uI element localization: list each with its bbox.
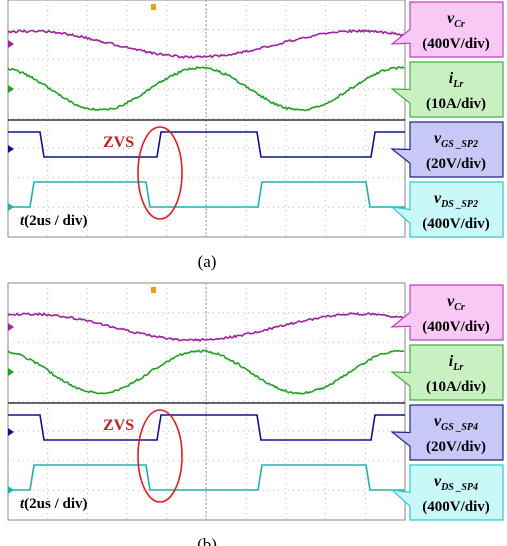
- time-scale: t(2us / div): [20, 213, 88, 229]
- label-scale: (400V/div): [422, 216, 490, 232]
- subscript: Lr: [452, 79, 463, 90]
- subscript: Cr: [454, 19, 465, 30]
- subscript: Lr: [452, 362, 463, 373]
- label-scale: (20V/div): [426, 156, 486, 172]
- caption: (a): [198, 252, 217, 271]
- time-scale-text: (2us / div): [24, 213, 87, 229]
- panel: ZVSt(2us / div)vCr(400V/div)iLr(10A/div)…: [8, 0, 503, 271]
- subscript: DS _SP2: [440, 199, 478, 210]
- trigger-marker: [151, 287, 156, 293]
- figure: ZVSt(2us / div)vCr(400V/div)iLr(10A/div)…: [0, 0, 507, 546]
- label-scale: (10A/div): [426, 379, 486, 395]
- panel: ZVSt(2us / div)vCr(400V/div)iLr(10A/div)…: [8, 283, 503, 546]
- zvs-label: ZVS: [103, 417, 134, 434]
- label-scale: (400V/div): [422, 36, 490, 52]
- label-scale: (10A/div): [426, 96, 486, 112]
- label-scale: (20V/div): [426, 439, 486, 455]
- subscript: DS _SP4: [440, 482, 478, 493]
- zvs-label: ZVS: [103, 134, 134, 151]
- subscript: GS _SP2: [441, 139, 478, 150]
- label-scale: (400V/div): [422, 499, 490, 515]
- subscript: Cr: [454, 302, 465, 313]
- trigger-marker: [151, 4, 156, 10]
- caption: (b): [197, 535, 217, 546]
- time-scale-text: (2us / div): [24, 496, 87, 512]
- subscript: GS _SP4: [441, 422, 478, 433]
- time-scale: t(2us / div): [20, 496, 88, 512]
- label-scale: (400V/div): [422, 319, 490, 335]
